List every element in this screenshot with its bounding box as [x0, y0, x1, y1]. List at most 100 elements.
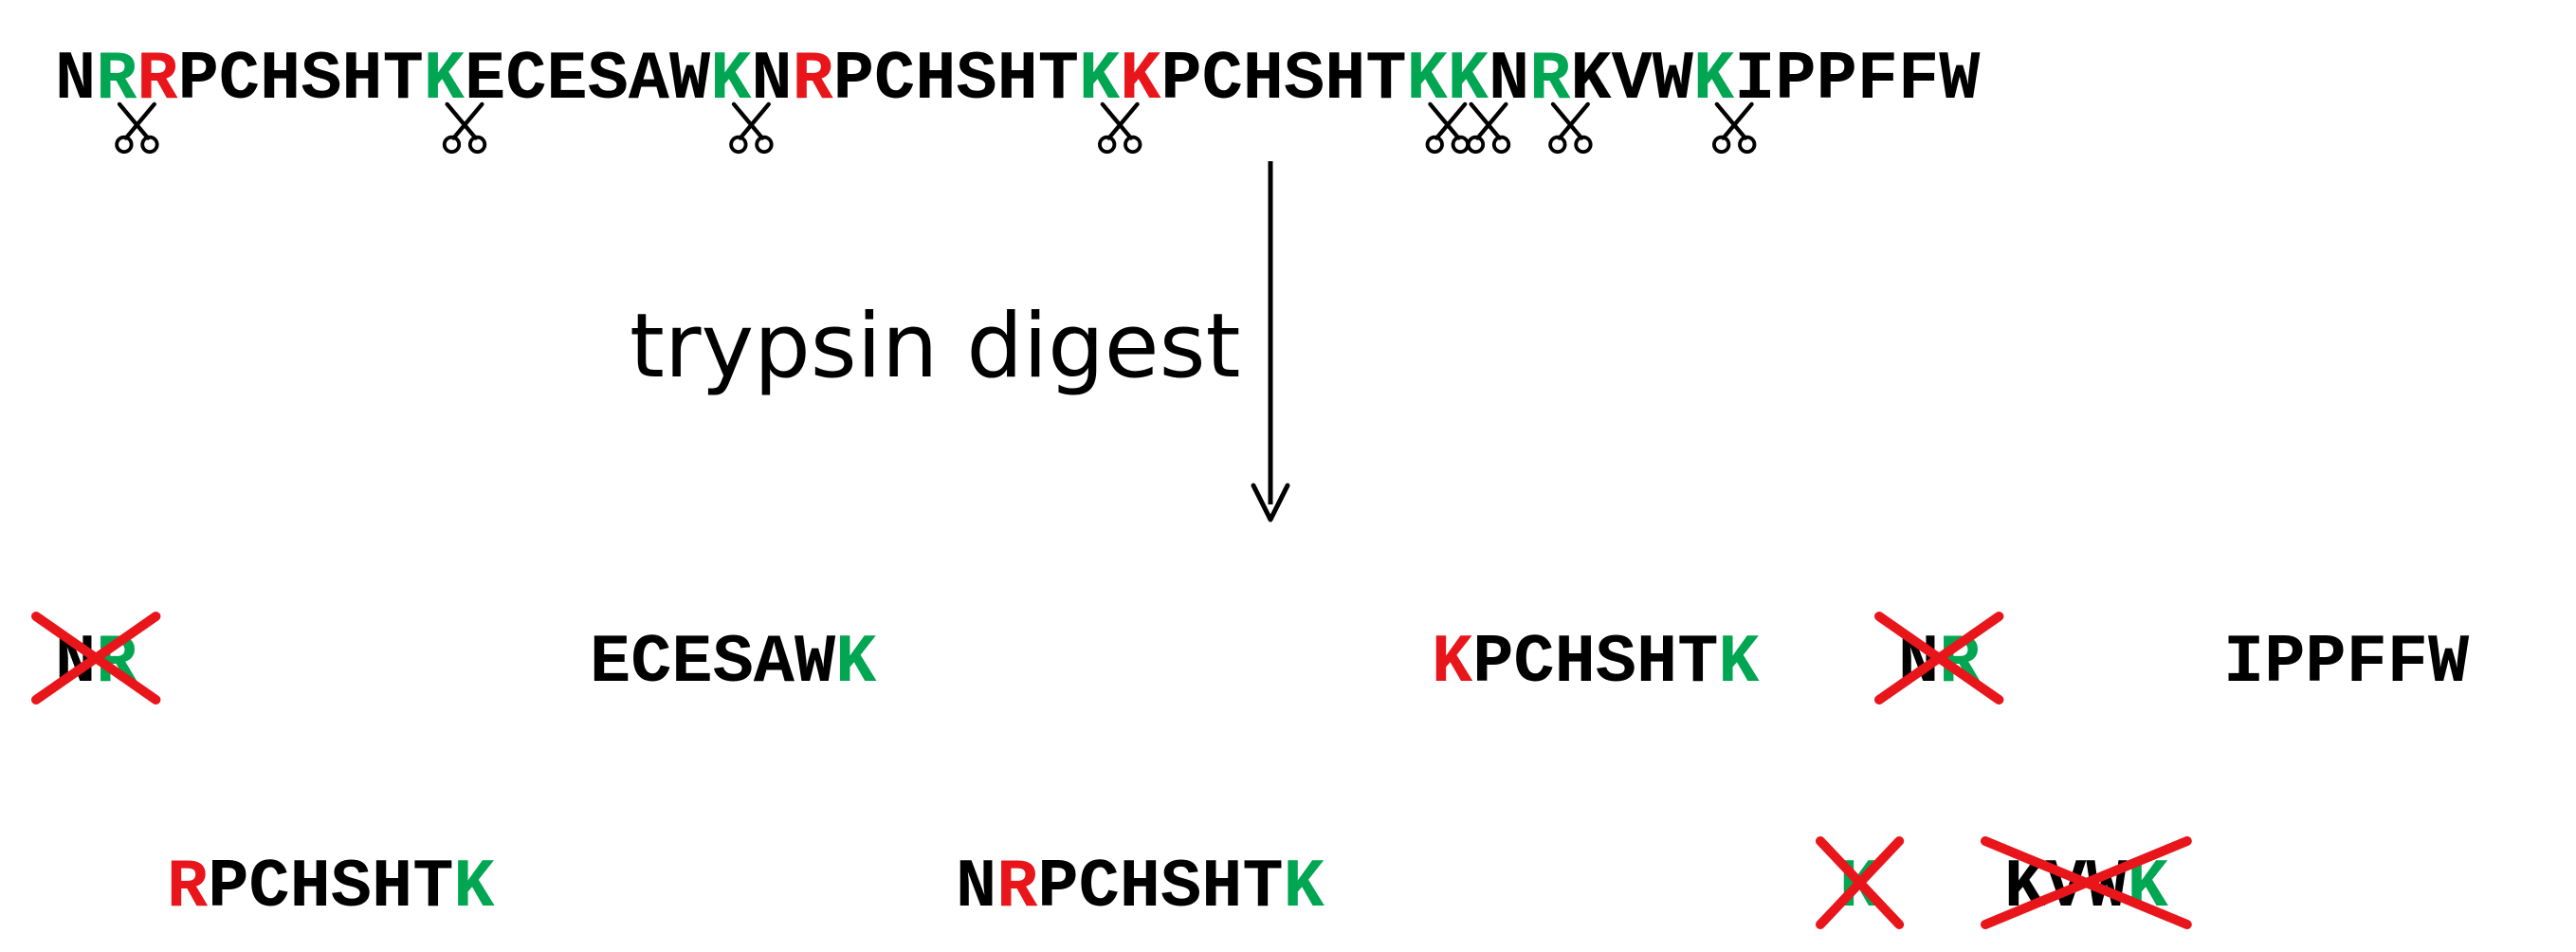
residue-default: C — [219, 41, 260, 119]
strike-x-line — [1981, 836, 2192, 929]
strike-x-line — [1816, 836, 1905, 929]
residue-cleaved: K — [710, 41, 752, 119]
residue-cleaved: R — [96, 41, 137, 119]
fragment-sequence: RPCHSHTK — [167, 849, 495, 926]
residue-cleaved: K — [1718, 624, 1760, 702]
fragment-sequence: NRPCHSHTK — [956, 849, 1325, 926]
fragment-sequence: ECESAWK — [590, 624, 877, 702]
residue-default: H — [1120, 849, 1160, 926]
discarded-fragment: NR — [1874, 612, 2004, 705]
residue-default: H — [1555, 624, 1596, 702]
residue-default: S — [588, 41, 629, 119]
residue-default: T — [383, 41, 424, 119]
residue-default: P — [208, 849, 248, 926]
residue-default: A — [629, 41, 670, 119]
residue-default: W — [669, 41, 711, 119]
residue-cleaved: K — [1693, 41, 1735, 119]
residue-blocked: R — [793, 41, 834, 119]
residue-default: N — [55, 41, 96, 119]
residue-default: T — [1365, 41, 1406, 119]
residue-default: E — [671, 624, 712, 702]
peptide-fragment: ECESAWK — [590, 624, 877, 702]
residue-cleaved: K — [424, 41, 466, 119]
step-label: trypsin digest — [630, 295, 1240, 398]
residue-default: P — [1817, 41, 1857, 119]
residue-default: H — [290, 849, 331, 926]
residue-default: W — [1653, 41, 1694, 119]
residue-default: P — [178, 41, 219, 119]
residue-default: S — [1284, 41, 1325, 119]
residue-default: C — [1513, 624, 1554, 702]
residue-default: S — [331, 849, 372, 926]
residue-default: S — [956, 41, 996, 119]
residue-default: E — [590, 624, 630, 702]
residue-default: W — [795, 624, 836, 702]
residue-default: H — [1325, 41, 1365, 119]
residue-default: C — [874, 41, 915, 119]
digest-arrow-head — [1251, 483, 1290, 522]
residue-cleaved: K — [1079, 41, 1121, 119]
residue-default: W — [2428, 624, 2470, 702]
residue-default: P — [1472, 624, 1513, 702]
residue-default: E — [465, 41, 505, 119]
residue-blocked: K — [1120, 41, 1161, 119]
residue-default: T — [1242, 849, 1283, 926]
residue-default: H — [260, 41, 301, 119]
residue-default: C — [248, 849, 289, 926]
residue-default: P — [2305, 624, 2346, 702]
residue-default: A — [754, 624, 795, 702]
residue-default: H — [997, 41, 1038, 119]
residue-default: K — [1570, 41, 1612, 119]
residue-cleaved: K — [1284, 849, 1325, 926]
fragment-sequence: KPCHSHTK — [1432, 624, 1760, 702]
residue-default: P — [833, 41, 874, 119]
residue-default: H — [915, 41, 956, 119]
residue-blocked: K — [1432, 624, 1473, 702]
protein-sequence: NRRPCHSHTKECESAWKNRPCHSHTKKPCHSHTKKNRKVW… — [55, 41, 1981, 119]
residue-default: N — [751, 41, 792, 119]
residue-default: S — [1160, 849, 1201, 926]
residue-default: H — [341, 41, 382, 119]
residue-default: T — [412, 849, 453, 926]
residue-default: P — [2264, 624, 2305, 702]
residue-default: T — [1038, 41, 1079, 119]
residue-default: H — [1201, 849, 1242, 926]
residue-default: W — [1939, 41, 1981, 119]
residue-default: H — [1636, 624, 1677, 702]
peptide-fragment: RPCHSHTK — [167, 849, 495, 926]
residue-default: S — [1596, 624, 1636, 702]
discarded-fragment: KVWK — [1981, 836, 2192, 929]
residue-cleaved: K — [453, 849, 495, 926]
residue-blocked: R — [137, 41, 178, 119]
peptide-fragment: NRPCHSHTK — [956, 849, 1325, 926]
residue-default: S — [713, 624, 754, 702]
residue-cleaved: R — [1529, 41, 1571, 119]
residue-default: F — [2347, 624, 2387, 702]
residue-blocked: R — [996, 849, 1038, 926]
residue-default: H — [372, 849, 412, 926]
residue-default: N — [1489, 41, 1529, 119]
residue-default: C — [1079, 849, 1120, 926]
strike-x-line — [1874, 612, 2004, 705]
residue-default: P — [1160, 41, 1201, 119]
peptide-fragment: KPCHSHTK — [1432, 624, 1760, 702]
residue-blocked: R — [167, 849, 209, 926]
residue-default: F — [1857, 41, 1898, 119]
residue-default: C — [505, 41, 546, 119]
residue-default: C — [1202, 41, 1243, 119]
residue-default: F — [2387, 624, 2428, 702]
peptide-fragment: IPPFFW — [2223, 624, 2470, 702]
fragment-sequence: IPPFFW — [2223, 624, 2470, 702]
residue-cleaved: K — [1407, 41, 1449, 119]
residue-default: I — [2223, 624, 2264, 702]
discarded-fragment: NR — [31, 612, 161, 705]
residue-cleaved: K — [835, 624, 877, 702]
residue-default: E — [546, 41, 587, 119]
residue-default: S — [301, 41, 341, 119]
residue-default: H — [1243, 41, 1284, 119]
residue-default: P — [1037, 849, 1078, 926]
residue-default: T — [1677, 624, 1718, 702]
residue-default: P — [1775, 41, 1816, 119]
